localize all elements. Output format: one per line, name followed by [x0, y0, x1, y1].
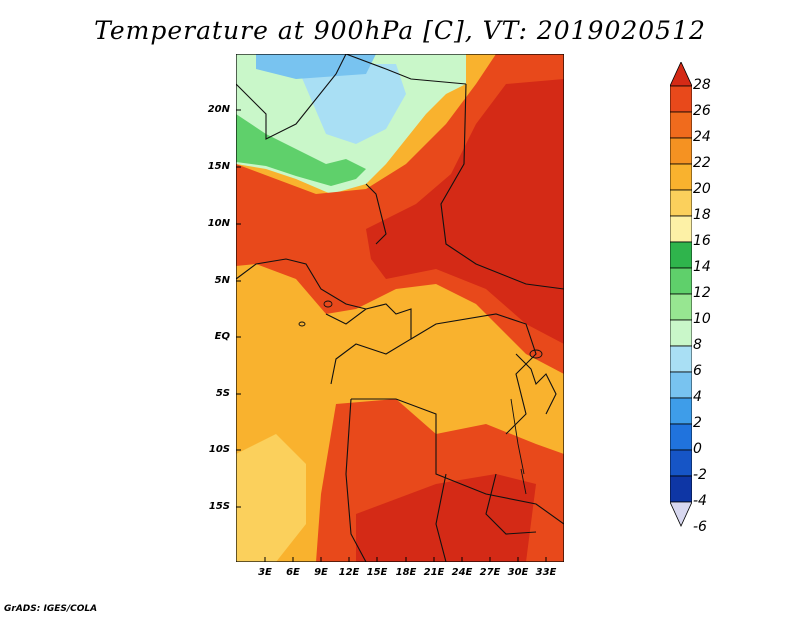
lat-label: 15S [208, 501, 230, 512]
colorbar-bottom-triangle [670, 501, 692, 527]
colorbar-label: -6 [693, 519, 707, 535]
colorbar [670, 62, 692, 527]
temperature-map [236, 54, 564, 562]
lon-label: 6E [286, 567, 300, 578]
colorbar-box [670, 189, 692, 217]
lon-label: 9E [314, 567, 328, 578]
credit-text: GrADS: IGES/COLA [4, 604, 98, 614]
colorbar-top-triangle [670, 62, 692, 87]
colorbar-label: 2 [693, 415, 702, 431]
colorbar-label: 18 [693, 207, 711, 223]
colorbar-label: -4 [693, 493, 707, 509]
colorbar-box [670, 163, 692, 191]
southwest-mild [236, 434, 306, 562]
hot-core [366, 79, 564, 344]
lat-label: 5S [215, 388, 230, 399]
colorbar-box [670, 371, 692, 399]
lakes [298, 300, 543, 495]
colorbar-box [670, 241, 692, 269]
colorbar-label: 20 [693, 181, 711, 197]
colorbar-label: -2 [693, 467, 707, 483]
colorbar-label: 0 [693, 441, 702, 457]
colorbar-label: 12 [693, 285, 711, 301]
colorbar-box [670, 475, 692, 503]
cool-band [236, 114, 366, 186]
lon-label: 15E [366, 567, 388, 578]
lon-label: 3E [258, 567, 272, 578]
lat-label: 10N [207, 218, 230, 229]
colorbar-label: 16 [693, 233, 711, 249]
axis-ticks [236, 109, 547, 562]
colorbar-label: 26 [693, 103, 711, 119]
colorbar-label: 6 [693, 363, 702, 379]
colorbar-box [670, 319, 692, 347]
lat-label: 10S [208, 444, 230, 455]
lat-label: EQ [214, 331, 230, 342]
cold-core [296, 64, 406, 144]
lon-label: 18E [395, 567, 417, 578]
lon-label: 12E [338, 567, 360, 578]
colorbar-label: 22 [693, 155, 711, 171]
lat-label: 20N [207, 104, 230, 115]
colorbar-box [670, 111, 692, 139]
lon-label: 33E [535, 567, 557, 578]
colorbar-box [670, 449, 692, 477]
lat-label: 5N [214, 275, 230, 286]
map-title: Temperature at 900hPa [C], VT: 201902051… [94, 16, 706, 45]
colorbar-label: 28 [693, 77, 711, 93]
lon-label: 24E [451, 567, 473, 578]
lat-label: 15N [207, 161, 230, 172]
colorbar-box [670, 85, 692, 113]
colorbar-box [670, 293, 692, 321]
lon-label: 30E [507, 567, 529, 578]
colorbar-label: 24 [693, 129, 711, 145]
lon-label: 27E [479, 567, 501, 578]
colorbar-label: 8 [693, 337, 702, 353]
cold-band [256, 54, 376, 79]
colorbar-box [670, 397, 692, 425]
colorbar-box [670, 215, 692, 243]
colorbar-box [670, 423, 692, 451]
colorbar-box [670, 137, 692, 165]
colorbar-label: 10 [693, 311, 711, 327]
country-borders [236, 54, 564, 562]
lon-label: 21E [423, 567, 445, 578]
colorbar-label: 14 [693, 259, 711, 275]
colorbar-box [670, 345, 692, 373]
colorbar-box [670, 267, 692, 295]
colorbar-label: 4 [693, 389, 702, 405]
